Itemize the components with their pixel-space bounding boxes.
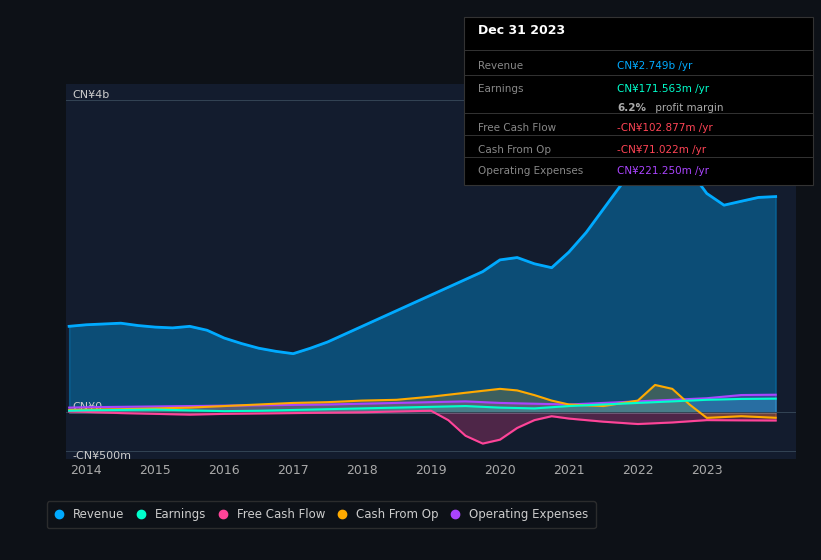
Text: Cash From Op: Cash From Op <box>478 144 551 155</box>
Text: Revenue: Revenue <box>478 60 523 71</box>
Text: CN¥2.749b /yr: CN¥2.749b /yr <box>617 60 693 71</box>
Text: -CN¥102.877m /yr: -CN¥102.877m /yr <box>617 123 713 133</box>
Text: 6.2%: 6.2% <box>617 102 646 113</box>
Text: CN¥0: CN¥0 <box>72 402 103 412</box>
Text: Dec 31 2023: Dec 31 2023 <box>478 24 565 37</box>
Text: Earnings: Earnings <box>478 84 523 94</box>
Legend: Revenue, Earnings, Free Cash Flow, Cash From Op, Operating Expenses: Revenue, Earnings, Free Cash Flow, Cash … <box>47 501 596 528</box>
Text: profit margin: profit margin <box>653 102 724 113</box>
Text: -CN¥500m: -CN¥500m <box>72 451 131 461</box>
Text: Free Cash Flow: Free Cash Flow <box>478 123 556 133</box>
Text: -CN¥71.022m /yr: -CN¥71.022m /yr <box>617 144 707 155</box>
Text: CN¥4b: CN¥4b <box>72 90 110 100</box>
Text: CN¥171.563m /yr: CN¥171.563m /yr <box>617 84 709 94</box>
Text: CN¥221.250m /yr: CN¥221.250m /yr <box>617 166 709 176</box>
Text: Operating Expenses: Operating Expenses <box>478 166 583 176</box>
